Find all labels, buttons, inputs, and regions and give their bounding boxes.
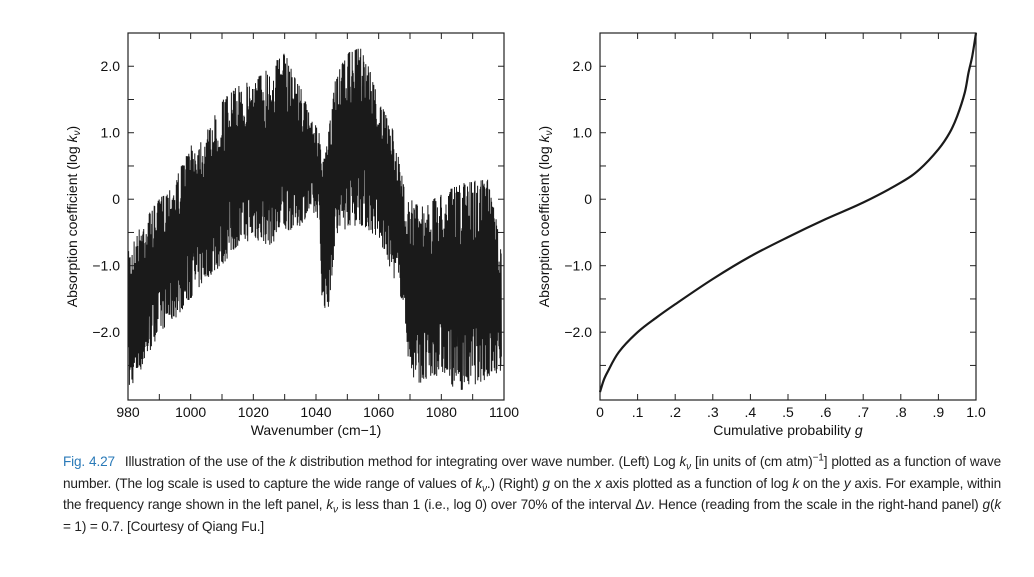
caption-segment: ( <box>989 497 995 512</box>
y-axis-label: Absorption coefficient (log kν) <box>64 126 83 307</box>
caption-segment: . Hence (reading from the scale in the r… <box>650 497 983 512</box>
caption-segment: is less than 1 (i.e., log 0) over 70% of… <box>337 497 645 512</box>
x-tick-label: 1040 <box>300 404 331 420</box>
caption-segment: axis. For example, within the frequency … <box>63 475 1002 513</box>
caption-text: Illustration of the use of the k distrib… <box>63 452 1002 534</box>
y-tick-label: 2.0 <box>573 58 593 74</box>
left-panel-spectrum: 2.0 1.0 0 −1.0 −2.0 980 1000 1020 1040 1060 1080 11… <box>64 32 519 438</box>
plot-frame <box>599 32 977 401</box>
x-axis-label: Wavenumber (cm−1) <box>251 422 382 438</box>
caption-segment: y <box>843 475 851 491</box>
caption-segment: x <box>594 475 602 491</box>
y-tick-label: −1.0 <box>564 258 592 274</box>
caption-segment: ν <box>644 497 651 512</box>
x-tick-label: 980 <box>116 404 140 420</box>
caption-segment: distribution method for integrating over… <box>296 454 680 469</box>
figure-label: Fig. 4.27 <box>63 454 115 469</box>
x-tick-label: .8 <box>895 404 907 420</box>
caption-segment: k <box>994 497 1001 512</box>
caption-segment: ] plotted as a function of wave number. … <box>63 454 1002 491</box>
caption-segment: [in units of (cm atm) <box>691 454 813 469</box>
x-tick-label: .5 <box>782 404 794 420</box>
x-tick-label: 1060 <box>363 404 394 420</box>
figure-caption: Fig. 4.27 Illustration of the use of the … <box>63 451 1001 537</box>
x-tick-label: 1.0 <box>966 404 986 420</box>
caption-segment: ν <box>333 504 338 516</box>
x-tick-label: 0 <box>596 404 604 420</box>
y-tick-label: 1.0 <box>573 125 593 141</box>
caption-segment: g <box>982 497 991 512</box>
caption-segment: ν <box>686 461 692 473</box>
spectrum-line <box>128 48 502 390</box>
figure-charts: 2.0 1.0 0 −1.0 −2.0 980 1000 1020 1040 1060 1080 11… <box>64 32 986 438</box>
x-tick-label: .9 <box>933 404 945 420</box>
cumulative-curve <box>598 32 978 393</box>
right-panel-cumulative: 2.0 1.0 0 −1.0 −2.0 0 .1 .2 .3 .4 .5 .6 .7 .8 .9 1.0 Cum… <box>536 32 986 438</box>
y-tick-label: 0 <box>112 191 120 207</box>
x-tick-label: 1020 <box>238 404 269 420</box>
caption-segment: .) (Right) <box>486 475 543 491</box>
y-tick-label: 1.0 <box>101 125 121 141</box>
caption-segment: k <box>792 475 799 491</box>
caption-segment: on the <box>798 475 844 491</box>
caption-segment: on the <box>549 475 595 491</box>
y-axis-label: Absorption coefficient (log kν) <box>536 126 555 307</box>
caption-segment: axis plotted as a function of log <box>601 475 793 491</box>
x-tick-label: .6 <box>820 404 832 420</box>
x-tick-label: .4 <box>745 404 757 420</box>
x-tick-label: .1 <box>632 404 644 420</box>
x-tick-label: .7 <box>857 404 869 420</box>
x-tick-label: 1000 <box>175 404 206 420</box>
caption-segment: k <box>475 475 483 491</box>
x-tick-label: .3 <box>707 404 719 420</box>
caption-segment: g <box>542 475 550 491</box>
y-tick-label: −2.0 <box>92 324 120 340</box>
y-tick-label: −2.0 <box>564 324 592 340</box>
caption-segment: Illustration of the use of the <box>124 454 290 469</box>
caption-segment: −1 <box>812 452 824 464</box>
x-tick-label: 1100 <box>489 404 519 420</box>
x-tick-label: 1080 <box>426 404 457 420</box>
x-axis-label: Cumulative probability g <box>713 422 863 438</box>
caption-segment: k <box>289 454 297 469</box>
caption-segment: ν <box>482 483 487 495</box>
caption-segment: k <box>679 454 687 469</box>
y-tick-label: 2.0 <box>101 58 121 74</box>
caption-segment: = 1) = 0.7. [Courtesy of Qiang Fu.] <box>63 518 265 534</box>
y-tick-label: −1.0 <box>92 258 120 274</box>
caption-segment: k <box>326 497 333 512</box>
x-tick-label: .2 <box>669 404 681 420</box>
y-tick-label: 0 <box>584 191 592 207</box>
